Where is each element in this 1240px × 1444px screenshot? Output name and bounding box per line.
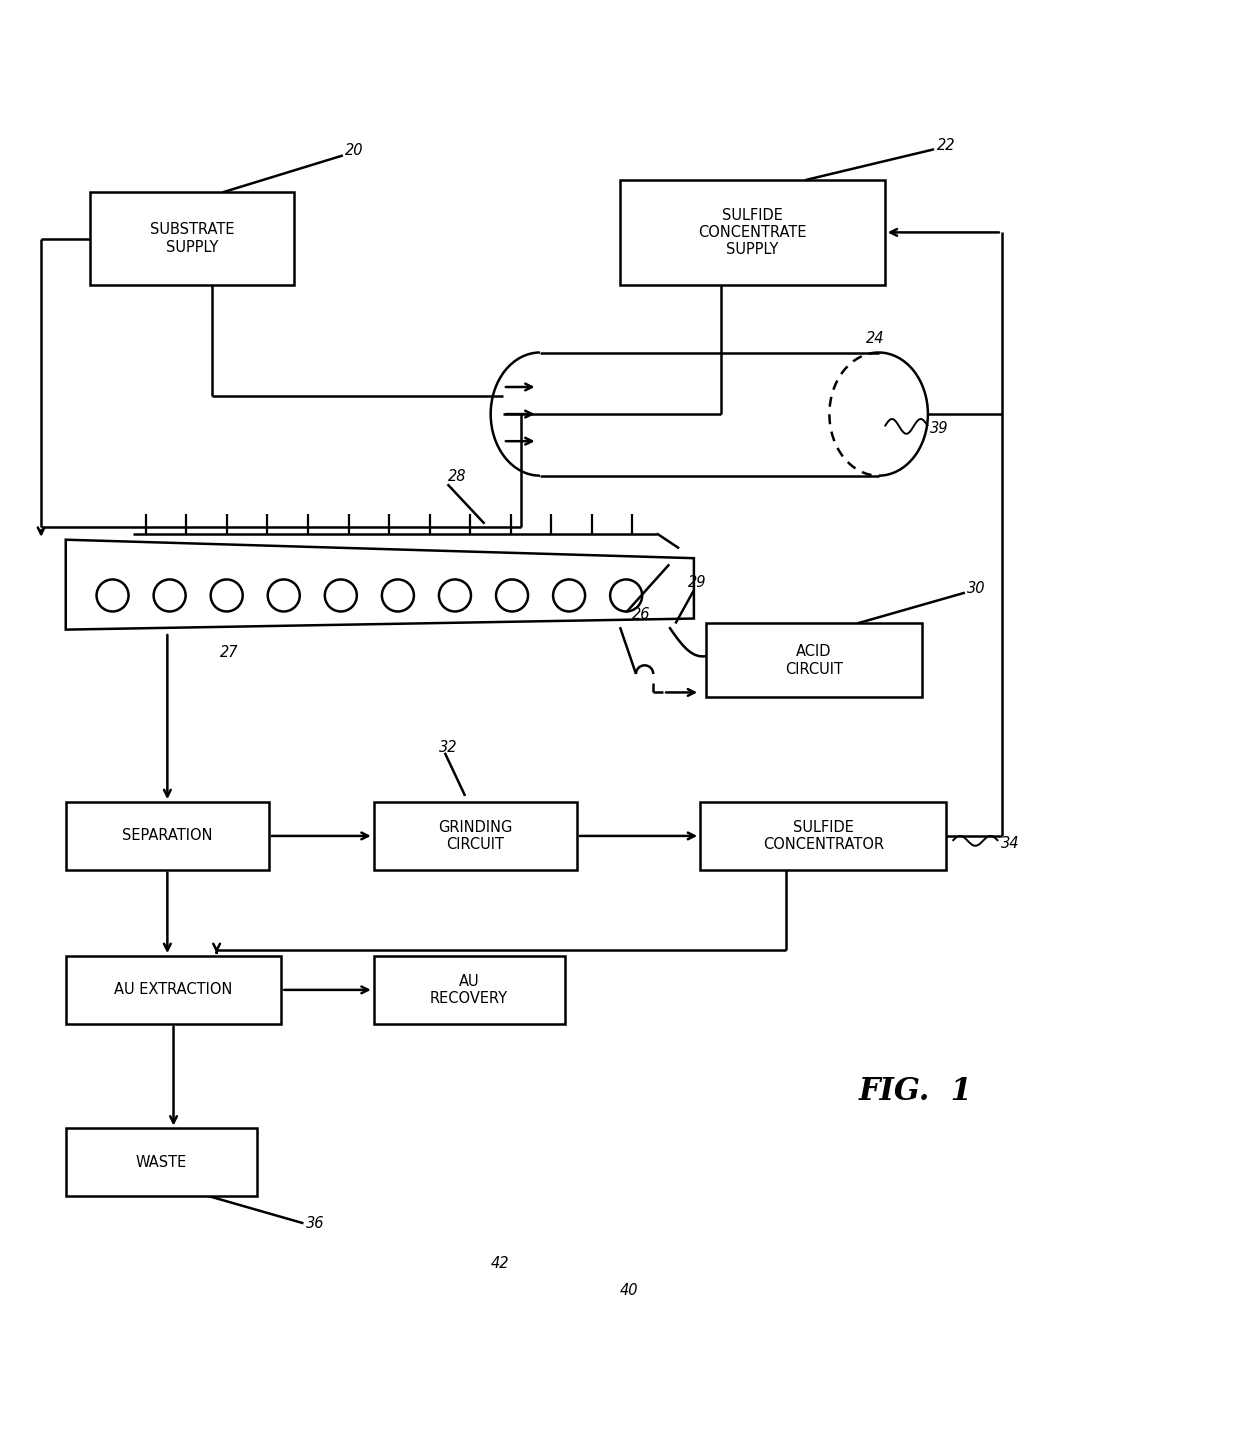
FancyBboxPatch shape [91, 192, 294, 284]
FancyBboxPatch shape [707, 624, 921, 697]
Text: SULFIDE
CONCENTRATOR: SULFIDE CONCENTRATOR [763, 820, 884, 852]
Text: 36: 36 [306, 1216, 325, 1230]
Text: 30: 30 [967, 582, 986, 596]
Text: 32: 32 [439, 741, 458, 755]
Text: FIG.  1: FIG. 1 [858, 1076, 972, 1108]
Text: 34: 34 [1001, 836, 1019, 851]
Text: SEPARATION: SEPARATION [122, 829, 212, 843]
Text: 40: 40 [620, 1284, 639, 1298]
Text: GRINDING
CIRCUIT: GRINDING CIRCUIT [438, 820, 512, 852]
FancyBboxPatch shape [539, 352, 879, 475]
Text: 28: 28 [448, 469, 466, 484]
FancyBboxPatch shape [66, 801, 269, 869]
Text: SUBSTRATE
SUPPLY: SUBSTRATE SUPPLY [150, 222, 234, 254]
FancyBboxPatch shape [620, 180, 885, 284]
Text: ACID
CIRCUIT: ACID CIRCUIT [785, 644, 843, 677]
FancyBboxPatch shape [373, 801, 577, 869]
Text: 39: 39 [930, 422, 949, 436]
Text: AU EXTRACTION: AU EXTRACTION [114, 982, 233, 998]
Text: 24: 24 [867, 331, 885, 347]
Text: SULFIDE
CONCENTRATE
SUPPLY: SULFIDE CONCENTRATE SUPPLY [698, 208, 807, 257]
Text: 27: 27 [219, 645, 238, 660]
Text: 42: 42 [491, 1256, 510, 1271]
Text: 26: 26 [632, 608, 651, 622]
FancyBboxPatch shape [66, 1128, 257, 1196]
FancyBboxPatch shape [701, 801, 946, 869]
Text: 29: 29 [688, 575, 707, 591]
Text: WASTE: WASTE [135, 1155, 187, 1170]
FancyBboxPatch shape [66, 956, 281, 1024]
Text: 20: 20 [345, 143, 363, 157]
Polygon shape [66, 540, 694, 630]
Text: 22: 22 [936, 139, 955, 153]
FancyBboxPatch shape [373, 956, 564, 1024]
Text: AU
RECOVERY: AU RECOVERY [430, 973, 508, 1006]
